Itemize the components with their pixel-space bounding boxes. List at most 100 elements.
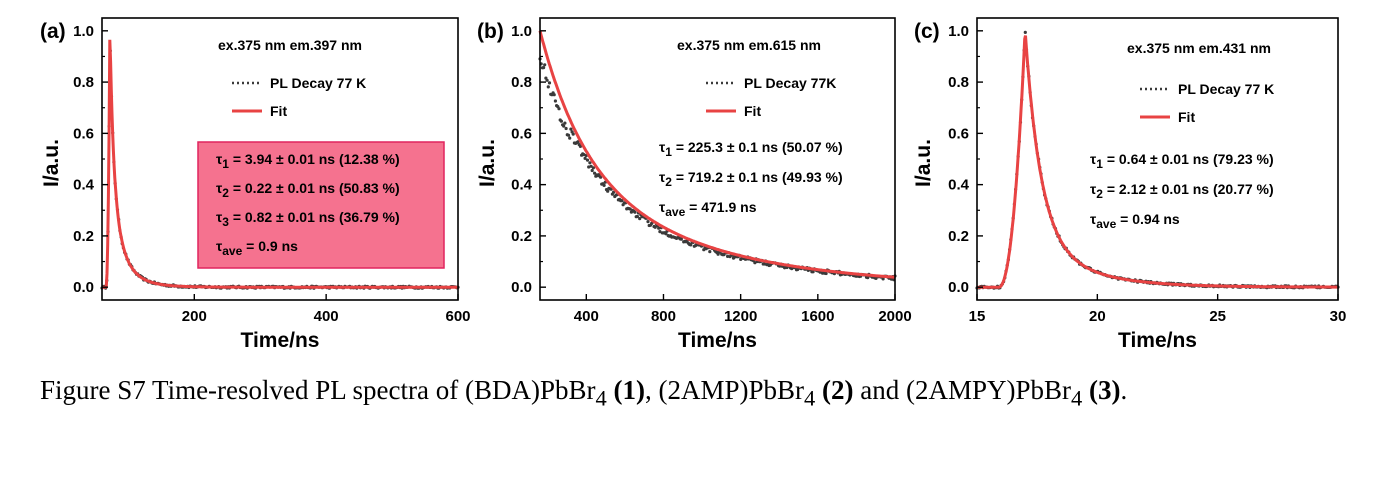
legend-data-label: PL Decay 77 K [1178,81,1274,97]
data-point [689,243,693,247]
data-point [824,271,828,276]
data-point [762,262,767,266]
data-point [543,63,547,67]
x-axis-label: Time/ns [678,329,757,352]
data-point [796,267,800,272]
tau-subscript: 3 [222,215,229,229]
data-point [568,136,572,140]
tau-subscript: ave [1096,217,1116,231]
data-point [562,124,566,128]
legend-fit-label: Fit [744,103,761,119]
tau-value: = 719.2 ± 0.1 ns (49.93 %) [672,169,843,185]
fit-parameter-ave: τave = 0.9 ns [216,238,298,258]
y-tick-label: 0.0 [73,279,94,296]
tau-value: = 0.82 ± 0.01 ns (36.79 %) [229,209,400,225]
data-point [881,277,885,281]
caption-text-4: . [1120,375,1128,405]
fit-parameter-2: τ2 = 2.12 ± 0.01 ns (20.77 %) [1090,181,1274,201]
data-point [599,175,603,179]
tau-symbol: τ [1090,211,1097,227]
data-point [612,190,616,194]
x-axis-label: Time/ns [241,329,320,352]
data-point [635,214,640,219]
x-axis-label: Time/ns [1118,329,1197,352]
y-tick-label: 0.4 [948,177,970,194]
x-tick-label: 20 [1089,308,1106,325]
data-point [753,261,757,265]
fit-line [538,30,895,279]
fit-parameter-3: τ3 = 0.82 ± 0.01 ns (36.79 %) [216,209,400,229]
excitation-label: ex.375 nm em.615 nm [677,37,821,53]
panel-label: (c) [914,20,940,43]
legend-fit-label: Fit [1178,109,1195,125]
data-point [593,171,597,175]
legend-data-label: PL Decay 77K [744,75,836,91]
data-point [578,144,583,148]
y-tick-label: 0.6 [948,125,969,142]
fit-parameter-2: τ2 = 0.22 ± 0.01 ns (50.83 %) [216,180,400,200]
excitation-label: ex.375 nm em.397 nm [218,37,362,53]
fit-parameter-2: τ2 = 719.2 ± 0.1 ns (49.93 %) [659,169,843,189]
data-point [571,132,575,136]
tau-value: = 471.9 ns [685,199,756,215]
tau-subscript: 1 [1096,157,1103,171]
tau-value: = 0.22 ± 0.01 ns (50.83 %) [229,180,400,196]
data-point [811,270,815,274]
fit-parameter-ave: τave = 0.94 ns [1090,211,1180,231]
caption-text-2: , (2AMP)PbBr [644,375,804,405]
y-tick-label: 0.0 [948,279,969,296]
y-tick-label: 1.0 [73,23,94,40]
tau-symbol: τ [1090,151,1097,167]
data-point [702,248,706,252]
data-point [628,207,632,211]
y-axis-label: I/a.u. [912,139,935,187]
data-point [657,226,661,230]
y-tick-label: 0.4 [511,177,533,194]
data-point [553,99,558,103]
data-point [587,165,591,169]
y-tick-label: 0.8 [511,74,532,91]
caption-sub-1: 4 [595,385,607,411]
figure-panels: 0.0 0.2 0.4 0.6 0.8 1.0 200 400 600 Time/ns I/a.u.… [40,17,1347,352]
tau-value: = 225.3 ± 0.1 ns (50.07 %) [672,139,843,155]
caption-sub-3: 4 [1070,385,1083,411]
data-point [552,93,556,97]
tau-symbol: τ [216,209,223,225]
data-point [559,119,564,123]
data-point [569,127,573,131]
chart-panel-2: 0.0 0.2 0.4 0.6 0.8 1.0 400 800 1200 1600 2000 Time… [476,17,912,352]
data-point [583,156,587,160]
legend-fit-label: Fit [270,103,287,119]
y-axis-label: I/a.u. [40,139,63,187]
panel-label: (b) [477,20,504,43]
x-tick-label: 30 [1330,308,1347,325]
x-tick-label: 400 [314,308,339,325]
data-point [726,254,730,258]
data-point [591,166,596,170]
legend: PL Decay 77 K Fit [1140,81,1274,125]
caption-text-3: and (2AMPY)PbBr [853,375,1071,405]
data-point [620,199,624,203]
x-tick-label: 400 [574,308,599,325]
y-tick-label: 1.0 [511,23,532,40]
data-point [653,225,657,229]
fit-parameters-box [197,141,445,269]
legend-data-label: PL Decay 77 K [270,75,366,91]
fit-line [102,39,458,289]
tau-symbol: τ [659,199,666,215]
y-tick-label: 0.2 [948,228,969,245]
x-tick-label: 15 [969,308,986,325]
y-tick-label: 1.0 [948,23,969,40]
data-point [708,250,712,254]
data-point [542,66,546,70]
tau-subscript: 2 [1096,187,1103,201]
y-tick-label: 0.6 [511,125,532,142]
data-point [1023,30,1027,34]
data-point [582,153,586,157]
chart-panel-1: 0.0 0.2 0.4 0.6 0.8 1.0 200 400 600 Time/ns I/a.u.… [40,17,471,352]
data-point [590,168,594,173]
y-tick-label: 0.8 [948,74,969,91]
chart-panel-3: 0.0 0.2 0.4 0.6 0.8 1.0 15 20 25 30 Time/ns I/a.u. (… [912,17,1347,352]
data-point [588,161,592,165]
caption-bold-2: (2) [815,375,854,405]
